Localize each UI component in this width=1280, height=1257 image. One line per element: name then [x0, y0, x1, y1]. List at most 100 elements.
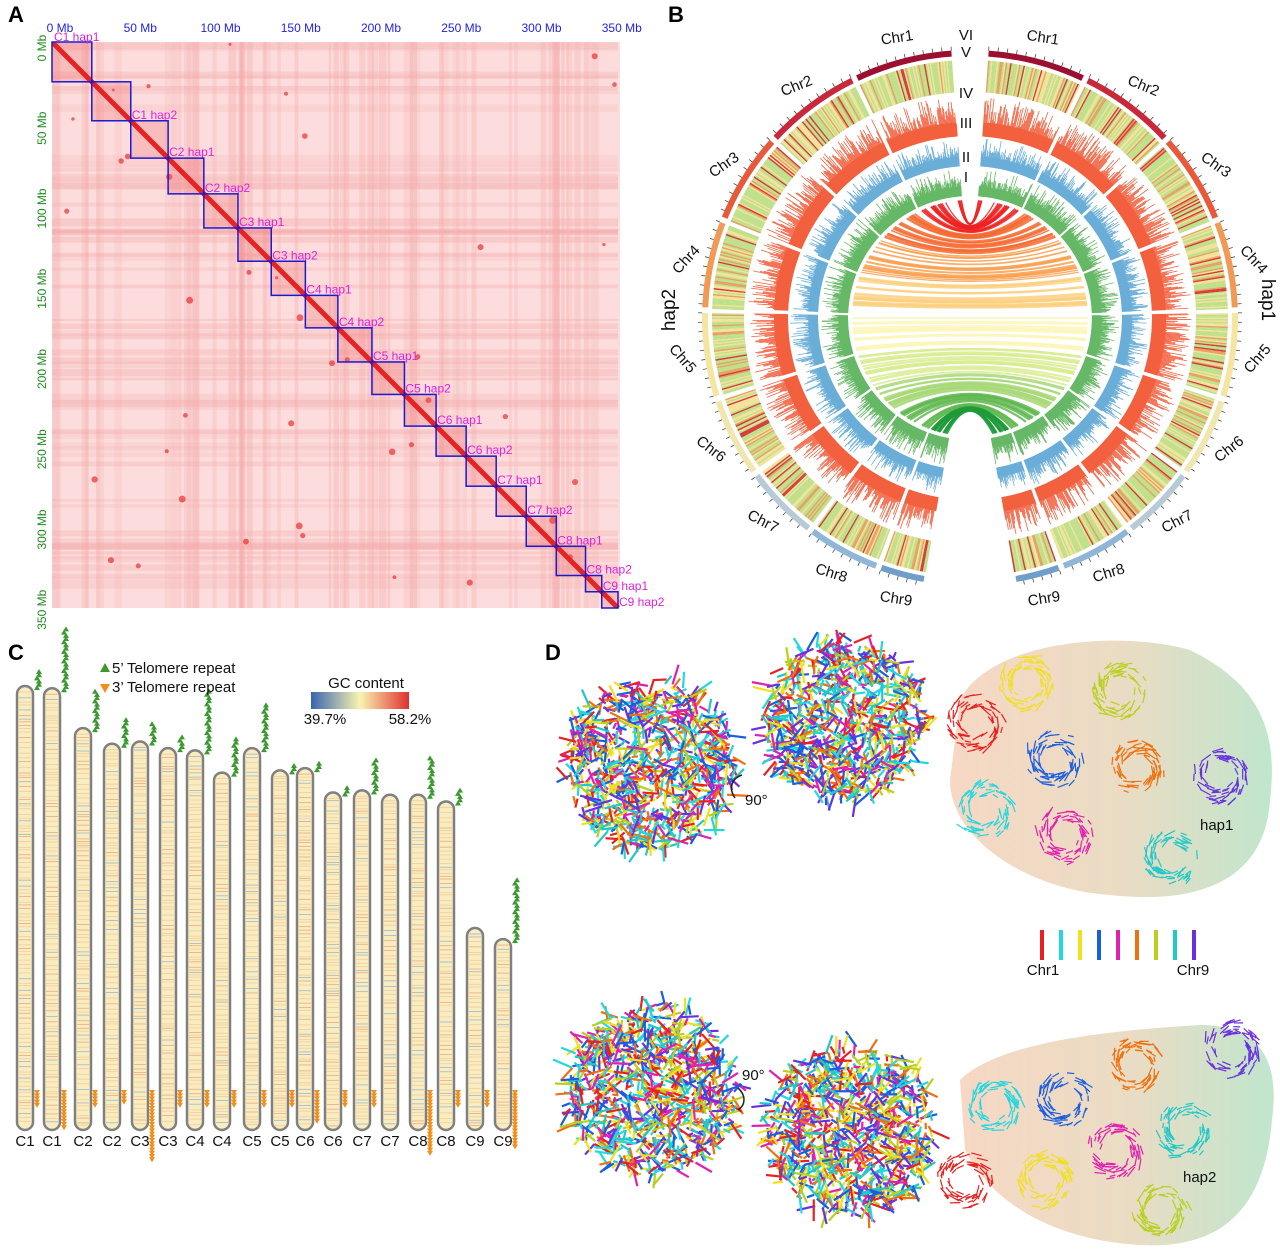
contact-spot — [393, 575, 397, 579]
axis-tick — [1140, 525, 1143, 528]
block-label: C6 hap1 — [437, 413, 483, 427]
axis-tick — [1218, 420, 1222, 422]
block-label: C3 hap2 — [272, 248, 318, 262]
axis-tick — [1185, 477, 1188, 479]
axis-tick — [1226, 238, 1230, 239]
axis-tick — [767, 137, 770, 140]
contact-spot — [302, 133, 308, 139]
contact-spot — [165, 449, 169, 453]
axis-tick — [713, 229, 717, 230]
axis-tick — [1070, 66, 1071, 70]
chromosome-block — [556, 546, 585, 575]
axis-tick — [1176, 144, 1179, 147]
block-label: C8 hap2 — [587, 563, 633, 577]
top-axis-tick: 50 Mb — [124, 21, 158, 35]
axis-tick — [725, 200, 729, 202]
axis-tick — [740, 461, 743, 463]
block-label: C5 hap1 — [373, 349, 419, 363]
contact-spot — [183, 413, 188, 418]
axis-tick — [932, 49, 933, 53]
axis-tick — [744, 167, 747, 169]
chromosome-block — [238, 228, 271, 261]
contact-spot — [592, 53, 598, 59]
axis-tick — [1223, 229, 1227, 230]
axis-tick — [1113, 88, 1115, 91]
density-stripe-ring-v — [712, 318, 744, 320]
axis-tick — [1188, 160, 1191, 162]
axis-tick — [1129, 534, 1131, 537]
axis-tick — [701, 359, 705, 360]
axis-tick — [913, 52, 914, 56]
density-stripe-ring-v — [1196, 318, 1228, 320]
axis-tick — [923, 50, 924, 54]
chromosome-block — [52, 42, 92, 82]
contact-spot — [329, 360, 335, 366]
axis-tick — [703, 266, 707, 267]
contact-spot — [409, 442, 414, 447]
axis-tick — [707, 387, 711, 388]
top-axis-tick: 250 Mb — [441, 21, 481, 35]
axis-tick — [1231, 257, 1235, 258]
histogram-bar — [775, 326, 788, 327]
block-label: C1 hap1 — [54, 30, 100, 44]
axis-tick — [761, 144, 764, 147]
axis-tick — [701, 275, 705, 276]
panel-label-c: C — [8, 640, 24, 665]
axis-tick — [755, 152, 758, 154]
left-axis-tick: 350 Mb — [35, 589, 49, 629]
top-axis-tick: 200 Mb — [361, 21, 401, 35]
axis-tick — [1174, 492, 1177, 495]
chromosome-label: Chr4 — [1236, 242, 1271, 277]
heatmap-stripe — [587, 42, 592, 608]
axis-tick — [705, 257, 709, 258]
contact-spot — [146, 84, 150, 88]
contact-spot — [602, 243, 605, 246]
contact-spot — [288, 420, 294, 426]
contact-spot — [179, 496, 186, 503]
contact-spot — [243, 539, 249, 545]
axis-tick — [797, 525, 800, 528]
axis-tick — [734, 183, 737, 185]
axis-tick — [722, 428, 726, 430]
top-axis-tick: 300 Mb — [521, 21, 561, 35]
axis-tick — [731, 445, 735, 447]
axis-tick — [751, 477, 754, 479]
axis-tick — [849, 74, 851, 78]
axis-tick — [841, 79, 843, 83]
axis-tick — [1060, 571, 1061, 575]
axis-tick — [1180, 485, 1183, 487]
axis-tick — [1191, 469, 1194, 471]
contact-spot — [612, 82, 617, 87]
axis-tick — [1024, 581, 1025, 585]
axis-tick — [738, 175, 741, 177]
chromosome-block — [338, 328, 372, 362]
axis-tick — [1151, 117, 1154, 120]
axis-tick — [1072, 566, 1074, 570]
axis-tick — [783, 512, 786, 515]
axis-tick — [1017, 50, 1018, 54]
axis-tick — [769, 499, 772, 502]
axis-tick — [1121, 93, 1123, 96]
axis-tick — [817, 93, 819, 96]
axis-tick — [763, 492, 766, 495]
chromosome-block — [92, 82, 131, 121]
heatmap-stripe — [52, 577, 618, 582]
contact-spot — [300, 533, 305, 538]
axis-tick — [718, 420, 722, 422]
axis-tick — [745, 469, 748, 471]
axis-tick — [1226, 396, 1230, 397]
axis-tick — [729, 192, 733, 194]
contact-spot — [467, 580, 473, 586]
synteny-link — [960, 200, 979, 224]
block-label: C5 hap2 — [405, 381, 451, 395]
axis-tick — [1033, 579, 1034, 583]
axis-tick — [776, 506, 779, 509]
contact-spot — [118, 158, 123, 163]
axis-tick — [833, 83, 835, 86]
axis-tick — [1051, 574, 1052, 578]
axis-tick — [1113, 544, 1115, 547]
axis-tick — [1079, 70, 1081, 74]
synteny-link — [852, 322, 1088, 323]
chromosome-block — [131, 121, 168, 158]
contact-spot — [284, 92, 288, 96]
